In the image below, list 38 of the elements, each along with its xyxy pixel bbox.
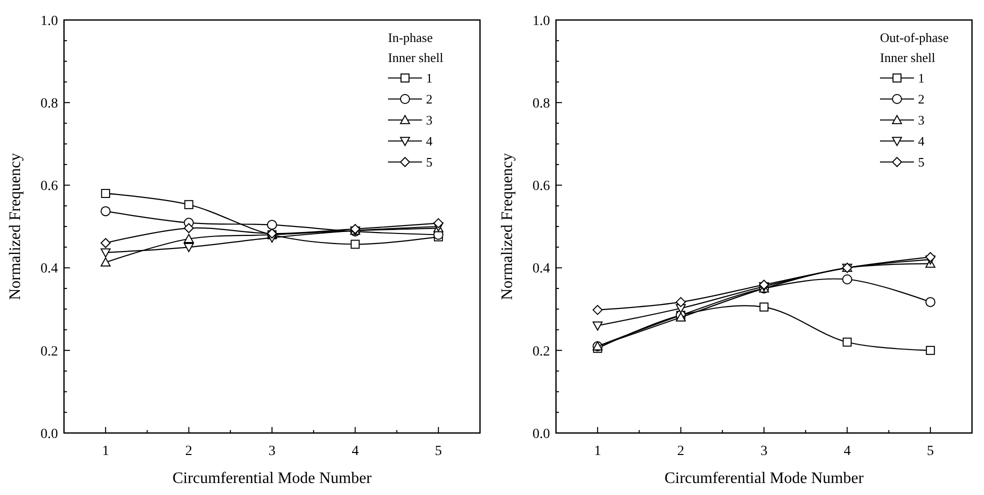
legend-label: 2 [918, 92, 924, 107]
x-tick-label: 4 [844, 444, 851, 459]
y-tick-label: 0.4 [532, 262, 550, 277]
legend-label: 5 [426, 154, 432, 170]
x-axis-title: Circumferential Mode Number [664, 470, 864, 487]
y-tick-label: 0.2 [40, 344, 58, 360]
x-tick-label: 3 [760, 444, 768, 459]
x-tick-label: 2 [185, 444, 192, 459]
x-tick-label: 1 [102, 444, 110, 459]
y-axis-title: Normalized Frequency [499, 152, 516, 300]
legend-title: Out-of-phase Inner shell [880, 30, 949, 65]
x-tick-label: 1 [594, 444, 602, 459]
y-tick-label: 0.0 [40, 426, 58, 442]
y-tick-label: 0.4 [40, 262, 58, 277]
legend-label: 4 [426, 134, 433, 149]
y-tick-label: 0.2 [532, 344, 550, 360]
x-tick-label: 3 [268, 444, 276, 459]
y-tick-label: 0.6 [532, 179, 550, 194]
x-tick-label: 5 [434, 444, 442, 459]
legend-label: 1 [426, 70, 432, 86]
legend-label: 4 [918, 134, 925, 149]
y-tick-label: 0.0 [532, 426, 550, 442]
legend-label: 3 [426, 112, 432, 128]
x-tick-label: 4 [352, 444, 359, 459]
legend-title: In-phase Inner shell [388, 30, 444, 65]
legend-label: 3 [918, 112, 924, 128]
y-tick-label: 1.0 [532, 14, 550, 29]
legend-label: 5 [918, 154, 924, 170]
x-tick-label: 2 [677, 444, 684, 459]
x-tick-label: 5 [926, 444, 934, 459]
legend-label: 1 [918, 70, 924, 86]
x-axis-title: Circumferential Mode Number [172, 470, 372, 487]
y-tick-label: 0.6 [40, 179, 58, 194]
y-tick-label: 1.0 [40, 14, 58, 29]
y-tick-label: 0.8 [40, 96, 58, 112]
legend-label: 2 [426, 92, 432, 107]
y-tick-label: 0.8 [532, 96, 550, 112]
y-axis-title: Normalized Frequency [7, 152, 24, 300]
